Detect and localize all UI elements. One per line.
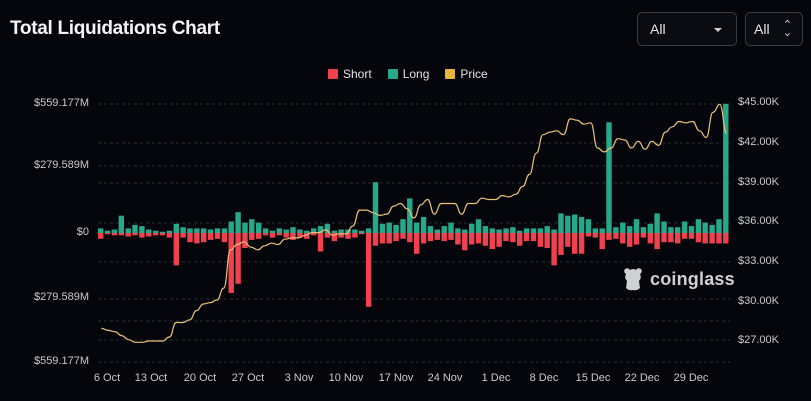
y-axis-left-tick: $0 xyxy=(76,226,89,238)
x-axis-tick: 17 Nov xyxy=(378,372,414,384)
long-swatch-icon xyxy=(387,69,398,79)
x-axis-tick: 24 Nov xyxy=(427,372,463,384)
x-axis-tick: 29 Dec xyxy=(673,372,709,384)
x-axis-tick: 22 Dec xyxy=(624,372,660,384)
x-axis-tick: 27 Oct xyxy=(231,372,265,384)
up-down-chevron-icon: ⌃ ⌄ xyxy=(782,19,792,39)
y-axis-right-tick: $33.00K xyxy=(738,255,779,267)
exchange-select[interactable]: All xyxy=(637,12,737,46)
y-axis-right-tick: $27.00K xyxy=(738,334,779,346)
y-axis-left-tick: $559.177M xyxy=(33,355,89,367)
y-axis-right-tick: $39.00K xyxy=(738,176,779,188)
y-axis-left-tick: $559.177M xyxy=(33,97,89,109)
range-select-value: All xyxy=(754,21,770,37)
y-axis-right-tick: $36.00K xyxy=(738,215,779,227)
x-axis-tick: 15 Dec xyxy=(575,372,611,384)
coinglass-logo-icon xyxy=(624,268,642,291)
chevron-down-icon xyxy=(714,28,722,32)
chart-legend: Short Long Price xyxy=(328,67,488,81)
legend-item-long[interactable]: Long xyxy=(387,67,430,81)
x-axis-tick: 10 Nov xyxy=(328,372,364,384)
short-swatch-icon xyxy=(328,69,338,79)
price-swatch-icon xyxy=(445,69,456,79)
x-axis-tick: 6 Oct xyxy=(93,372,121,384)
y-axis-right-tick: $42.00K xyxy=(738,136,779,148)
y-axis-right-tick: $45.00K xyxy=(738,96,779,108)
page-title: Total Liquidations Chart xyxy=(10,18,220,39)
range-select[interactable]: All ⌃ ⌄ xyxy=(745,12,803,46)
coinglass-watermark: coinglass xyxy=(622,266,735,292)
x-axis-tick: 13 Oct xyxy=(134,372,168,384)
x-axis-tick: 8 Dec xyxy=(529,372,559,384)
legend-label: Price xyxy=(460,67,488,81)
y-axis-left-tick: $279.589M xyxy=(33,291,89,303)
legend-label: Long xyxy=(402,67,430,81)
price-line xyxy=(101,103,728,343)
x-axis-tick: 3 Nov xyxy=(284,372,314,384)
legend-label: Short xyxy=(343,67,372,81)
liquidation-bars xyxy=(98,103,729,307)
x-axis-tick: 1 Dec xyxy=(481,372,511,384)
legend-item-short[interactable]: Short xyxy=(328,67,372,81)
watermark-text: coinglass xyxy=(650,268,735,289)
x-axis-tick: 20 Oct xyxy=(183,372,217,384)
legend-item-price[interactable]: Price xyxy=(445,67,488,81)
y-axis-right-tick: $30.00K xyxy=(738,295,779,307)
y-axis-left-tick: $279.589M xyxy=(33,159,89,171)
exchange-select-value: All xyxy=(650,21,666,37)
